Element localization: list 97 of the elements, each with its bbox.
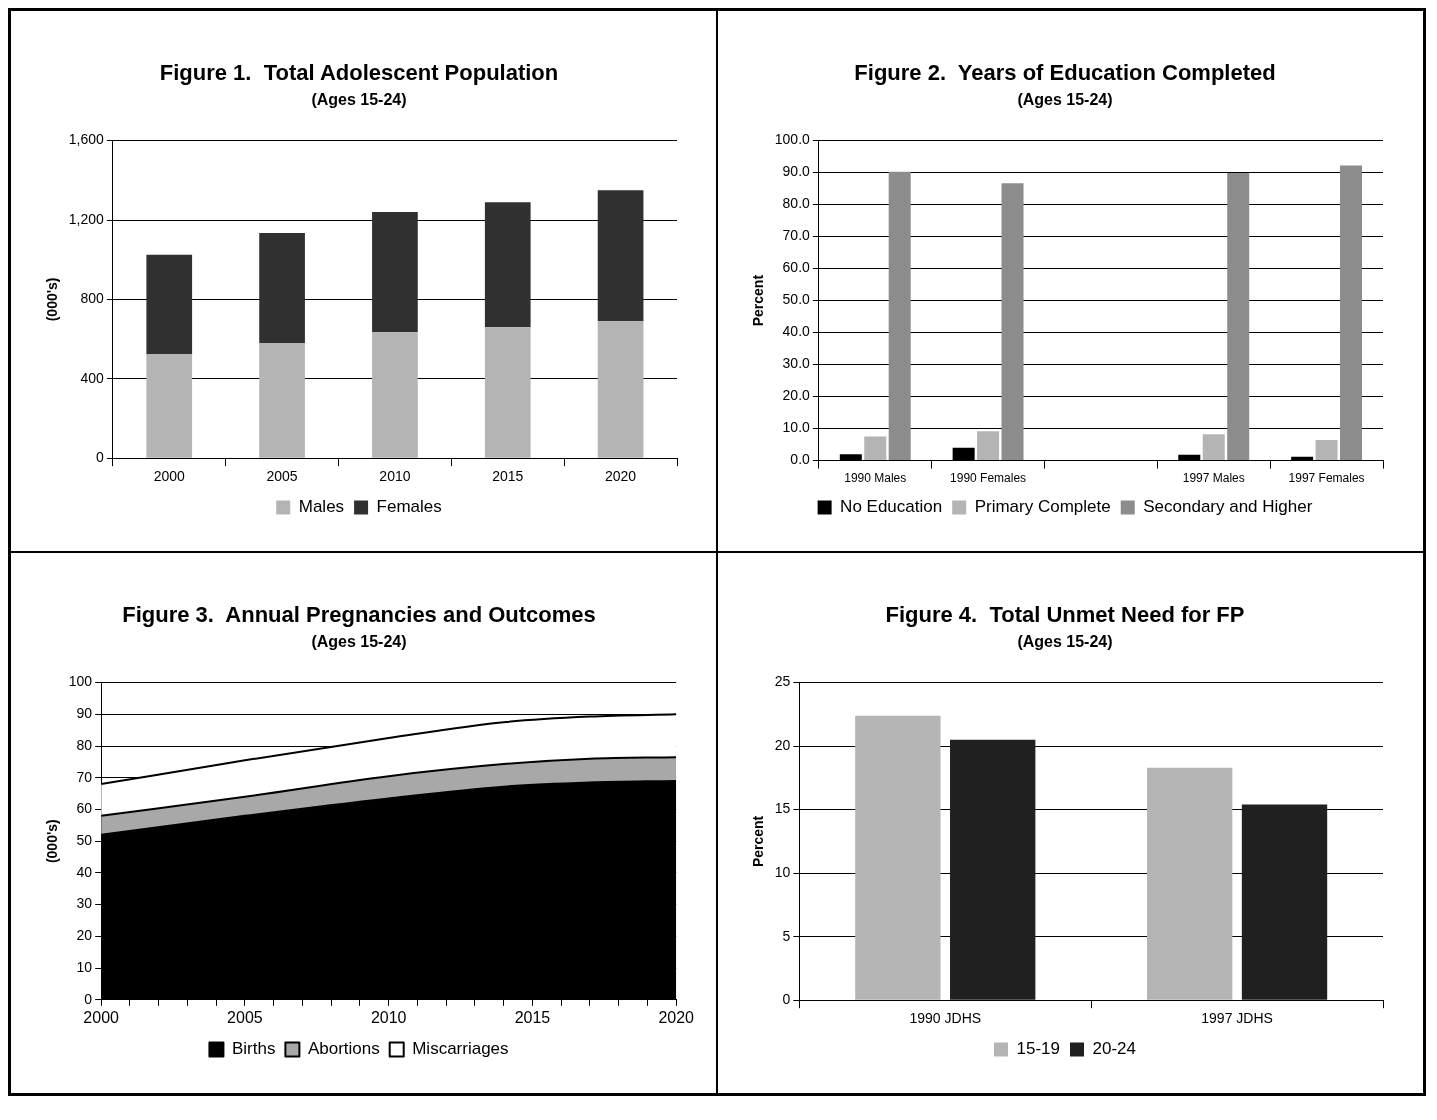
bar <box>855 715 941 1000</box>
x-tick-label: 1990 Females <box>950 471 1027 486</box>
y-tick-label: 40 <box>76 863 93 880</box>
chart-title: Figure 3. Annual Pregnancies and Outcomes <box>122 602 596 628</box>
bar <box>864 436 887 461</box>
chart-subtitle: (Ages 15-24) <box>1017 91 1113 109</box>
chart-title: Figure 1. Total Adolescent Population <box>159 60 559 86</box>
chart-subtitle: (Ages 15-24) <box>1017 633 1113 651</box>
x-tick-label: 1997 JDHS <box>1201 1010 1273 1027</box>
bar <box>1147 767 1233 1000</box>
y-tick-label: 1,200 <box>68 210 105 227</box>
x-tick-label: 2000 <box>153 468 186 485</box>
legend-label: No Education <box>840 497 943 517</box>
y-axis-title: (000's) <box>44 819 61 864</box>
y-tick-label: 20 <box>774 736 791 753</box>
chart-subtitle: (Ages 15-24) <box>311 633 407 651</box>
y-tick-label: 100.0 <box>774 131 811 148</box>
y-tick-label: 50.0 <box>782 291 811 308</box>
bar <box>1202 434 1225 461</box>
y-tick-label: 80 <box>76 736 93 753</box>
x-tick-label: 2000 <box>83 1008 120 1026</box>
y-axis-title: (000's) <box>44 277 61 322</box>
x-tick-label: 1997 Males <box>1182 471 1245 486</box>
legend-label: Males <box>298 497 345 517</box>
bar <box>839 454 862 461</box>
legend-label: Primary Complete <box>974 497 1111 517</box>
x-tick-label: 1997 Females <box>1288 471 1365 486</box>
y-tick-label: 30 <box>76 895 93 912</box>
legend-label: 20-24 <box>1092 1039 1136 1059</box>
y-tick-label: 5 <box>782 927 791 944</box>
legend-label: Miscarriages <box>412 1039 509 1059</box>
bar <box>1241 804 1328 1000</box>
bar <box>950 739 1036 1000</box>
bar <box>1340 165 1363 461</box>
bar <box>1178 454 1201 461</box>
y-tick-label: 0 <box>96 449 105 466</box>
bar <box>372 212 418 333</box>
bar <box>146 254 193 354</box>
x-tick-label: 2010 <box>370 1008 407 1026</box>
x-tick-label: 1990 Males <box>844 471 907 486</box>
y-tick-label: 20 <box>76 927 93 944</box>
y-tick-label: 0 <box>782 991 791 1008</box>
bar <box>597 190 644 322</box>
x-tick-label: 1990 JDHS <box>909 1010 982 1027</box>
x-tick-label: 2010 <box>379 468 411 485</box>
y-axis-title: Percent <box>750 274 767 327</box>
y-tick-label: 1,600 <box>68 131 105 148</box>
y-tick-label: 800 <box>80 290 105 307</box>
bar <box>1291 456 1314 461</box>
y-tick-label: 50 <box>76 832 93 849</box>
x-tick-label: 2015 <box>492 468 524 485</box>
y-tick-label: 0.0 <box>790 451 811 468</box>
y-tick-label: 70 <box>76 768 93 785</box>
bar <box>1001 183 1024 461</box>
y-tick-label: 90 <box>76 705 93 722</box>
bar <box>484 327 531 458</box>
y-tick-label: 40.0 <box>782 323 811 340</box>
y-tick-label: 80.0 <box>782 195 811 212</box>
bar <box>952 447 975 461</box>
x-tick-label: 2015 <box>514 1008 551 1026</box>
y-tick-label: 20.0 <box>782 387 811 404</box>
bar <box>484 202 531 328</box>
bar <box>888 171 911 461</box>
y-tick-label: 60.0 <box>782 259 811 276</box>
legend-label: Secondary and Higher <box>1143 497 1313 517</box>
legend-label: 15-19 <box>1016 1039 1060 1059</box>
bar <box>977 431 1000 461</box>
y-tick-label: 100 <box>68 673 93 690</box>
y-tick-label: 60 <box>76 800 93 817</box>
x-tick-label: 2005 <box>266 468 298 485</box>
chart-title: Figure 2. Years of Education Completed <box>854 60 1276 86</box>
y-tick-label: 10 <box>774 864 791 881</box>
y-axis-title: Percent <box>750 815 767 868</box>
y-tick-label: 10.0 <box>782 419 811 436</box>
y-tick-label: 400 <box>80 369 105 386</box>
y-tick-label: 30.0 <box>782 355 811 372</box>
bar <box>597 321 644 458</box>
chart-subtitle: (Ages 15-24) <box>311 91 407 109</box>
x-tick-label: 2005 <box>227 1008 263 1026</box>
y-tick-label: 25 <box>774 673 791 690</box>
y-tick-label: 15 <box>774 800 791 817</box>
legend-label: Abortions <box>307 1039 380 1059</box>
x-tick-label: 2020 <box>605 468 637 485</box>
bar <box>1315 440 1338 461</box>
chart-title: Figure 4. Total Unmet Need for FP <box>885 602 1245 628</box>
x-tick-label: 2020 <box>658 1008 695 1026</box>
bar <box>259 232 305 344</box>
legend-label: Females <box>376 497 442 517</box>
y-tick-label: 0 <box>84 990 93 1007</box>
bar <box>259 343 305 458</box>
legend-label: Births <box>231 1039 276 1059</box>
bar <box>146 353 193 458</box>
y-tick-label: 70.0 <box>782 227 811 244</box>
bar <box>1227 172 1250 461</box>
y-tick-label: 10 <box>76 958 93 975</box>
y-tick-label: 90.0 <box>782 163 811 180</box>
bar <box>372 332 418 458</box>
